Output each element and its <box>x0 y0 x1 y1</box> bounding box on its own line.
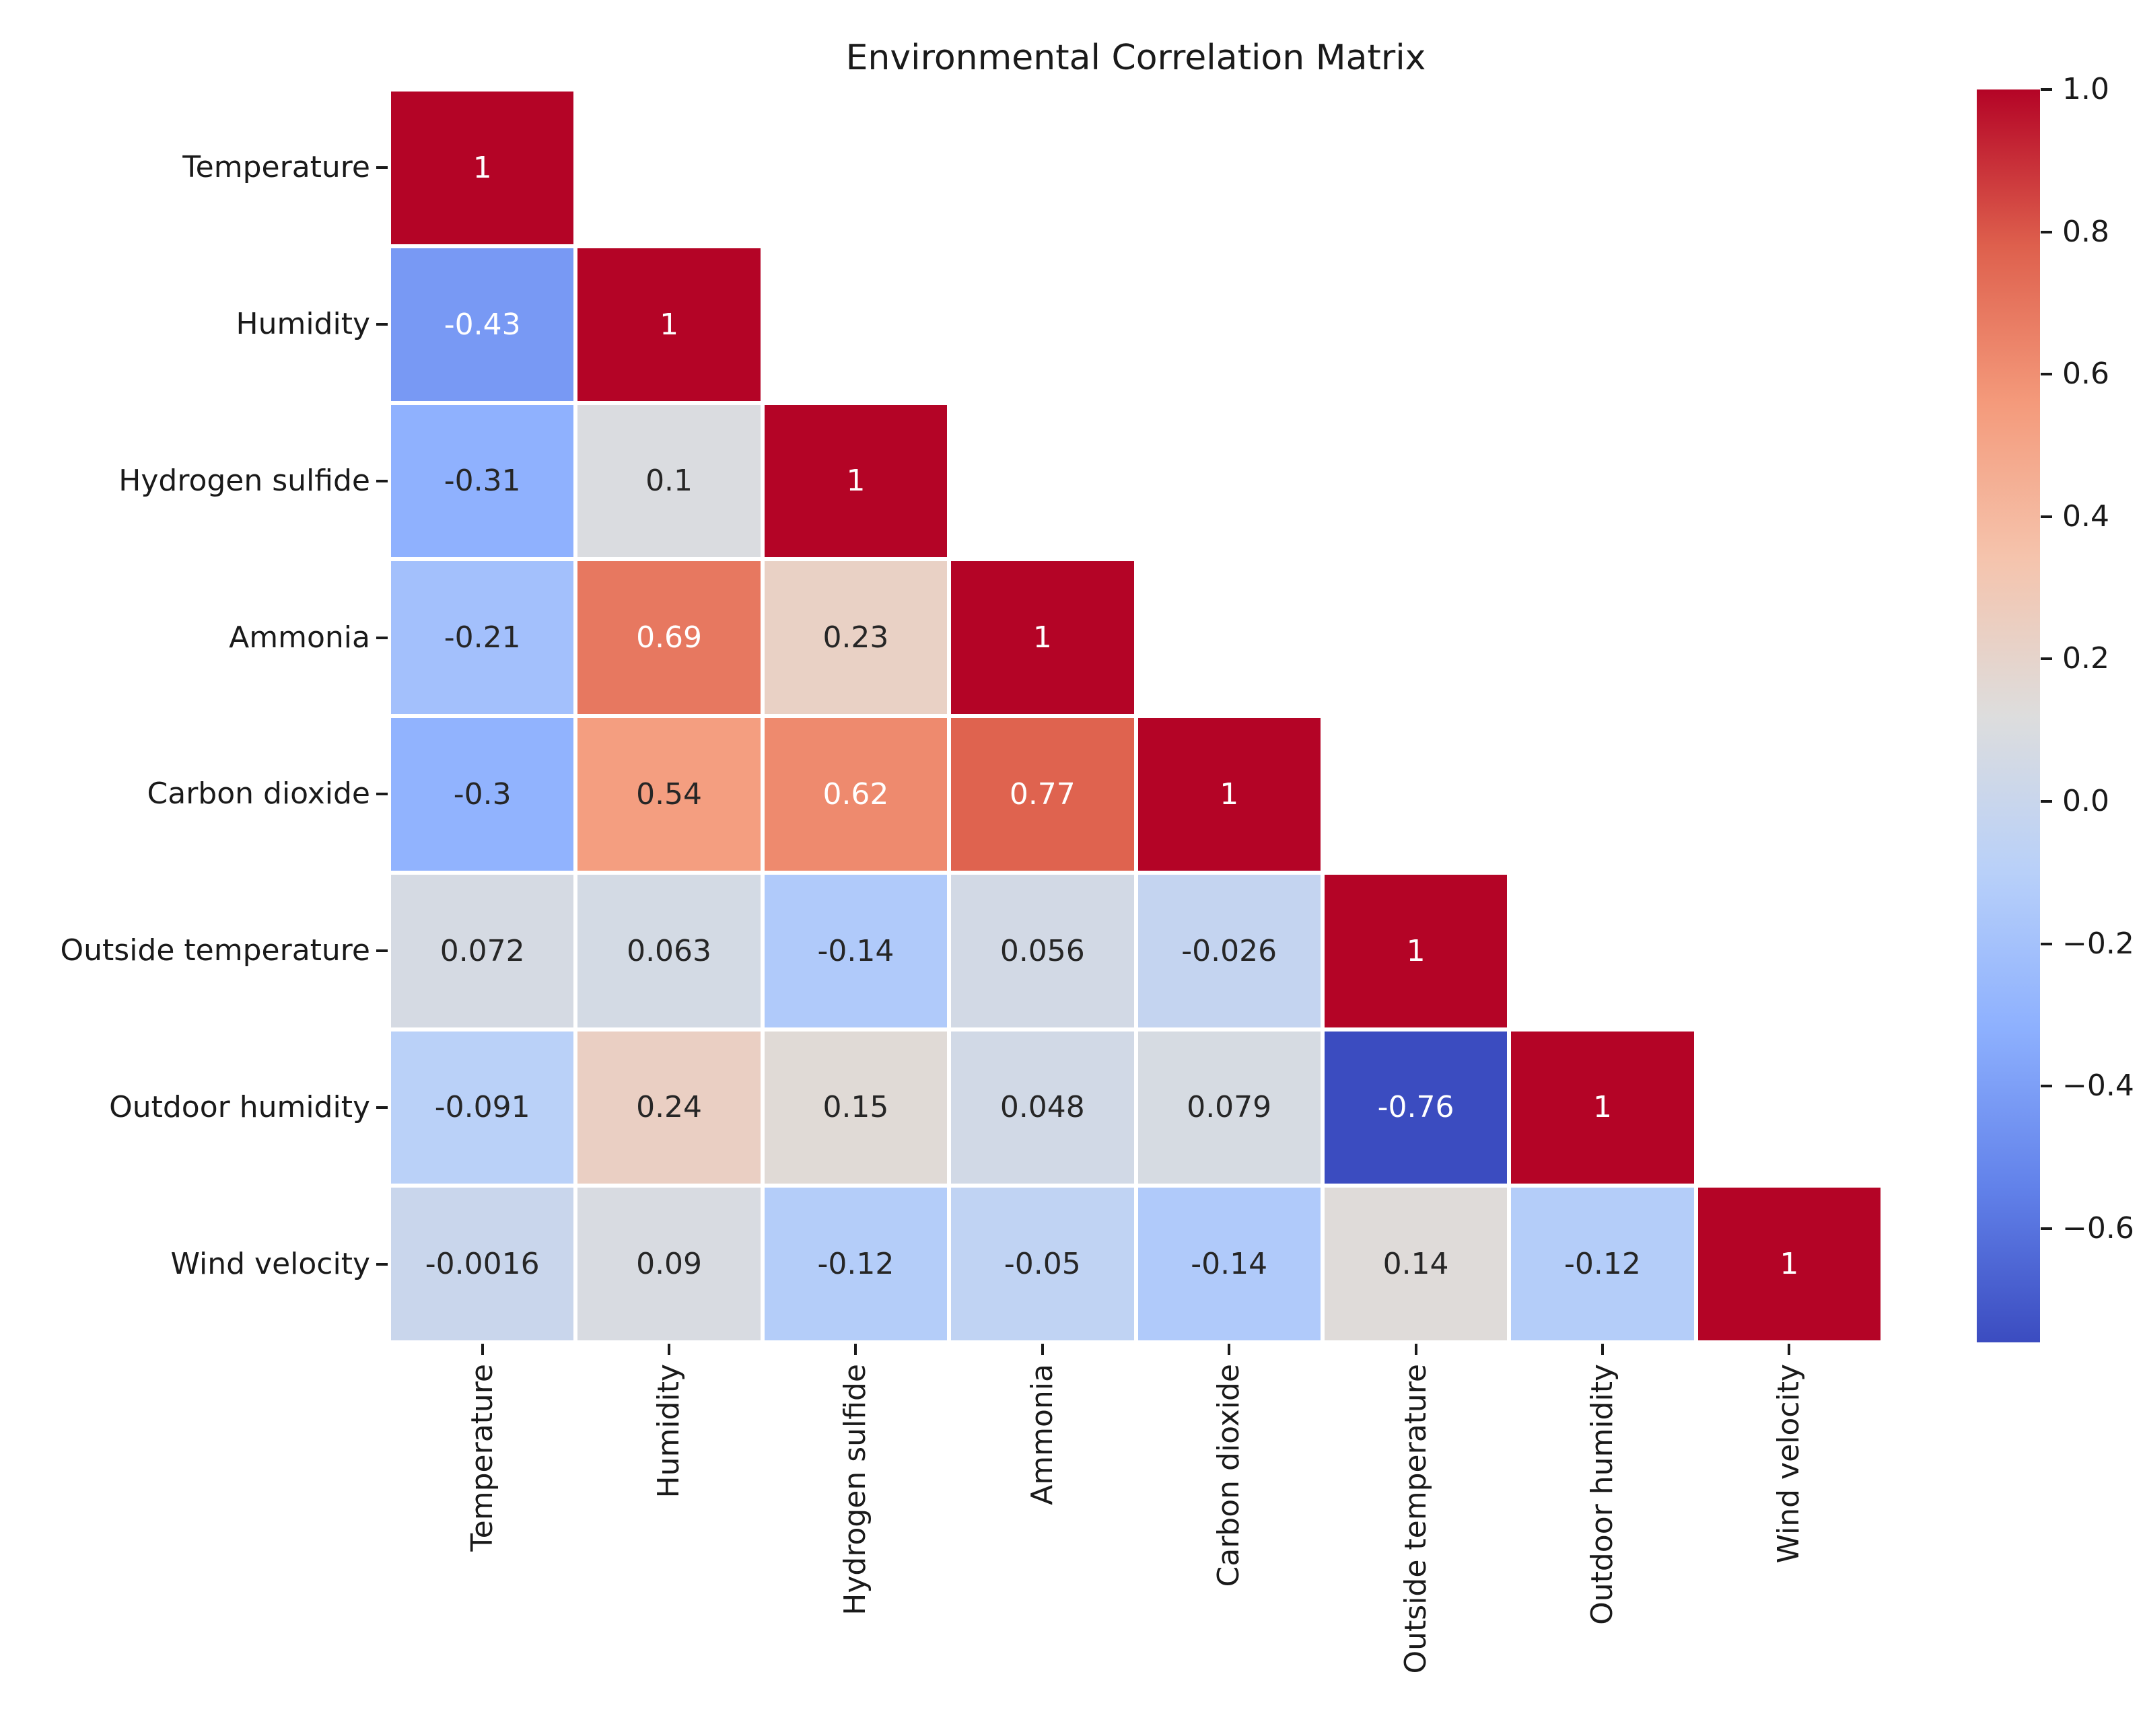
x-tick-label: Humidity <box>652 1364 687 1498</box>
x-tick-mark <box>1788 1344 1791 1355</box>
heatmap-cell: 0.69 <box>577 561 761 714</box>
y-tick-mark <box>376 479 388 482</box>
heatmap-cell: 0.063 <box>577 874 761 1027</box>
heatmap-cell: 1 <box>1137 718 1321 871</box>
heatmap-cell: 1 <box>951 561 1134 714</box>
heatmap-cell: -0.026 <box>1137 874 1321 1027</box>
y-tick-mark <box>376 323 388 326</box>
x-tick-label: Temperature <box>464 1364 499 1552</box>
x-tick-mark <box>1228 1344 1231 1355</box>
heatmap-cell: 0.24 <box>577 1031 761 1184</box>
heatmap-cell: -0.76 <box>1324 1031 1508 1184</box>
x-tick-mark <box>1041 1344 1044 1355</box>
y-tick-mark <box>376 166 388 170</box>
y-tick-mark <box>376 949 388 953</box>
heatmap-cell: 0.079 <box>1137 1031 1321 1184</box>
heatmap-cell: 0.14 <box>1324 1188 1508 1340</box>
x-tick-mark <box>668 1344 671 1355</box>
colorbar-tick-label: 0.6 <box>2062 357 2109 392</box>
x-tick-mark <box>854 1344 857 1355</box>
y-tick-mark <box>376 1262 388 1266</box>
y-tick-label: Outdoor humidity <box>109 1089 370 1124</box>
heatmap-cell: -0.12 <box>764 1188 948 1340</box>
colorbar-tick-mark <box>2041 942 2052 945</box>
colorbar-tick-label: −0.4 <box>2062 1069 2134 1104</box>
colorbar-gradient <box>1977 89 2040 1342</box>
heatmap-cell: -0.14 <box>1137 1188 1321 1340</box>
heatmap-cell: 0.072 <box>391 874 574 1027</box>
x-tick-label: Hydrogen sulfide <box>838 1364 873 1616</box>
x-tick-label: Outside temperature <box>1398 1364 1433 1674</box>
colorbar-tick-label: 0.2 <box>2062 641 2109 676</box>
heatmap-cell: 0.23 <box>764 561 948 714</box>
colorbar-tick-label: 0.8 <box>2062 214 2109 249</box>
colorbar-tick-mark <box>2041 88 2052 91</box>
x-tick-label: Carbon dioxide <box>1211 1364 1246 1587</box>
heatmap-cell: -0.3 <box>391 718 574 871</box>
heatmap-cell: 0.1 <box>577 404 761 558</box>
heatmap-cell: 1 <box>764 404 948 558</box>
heatmap-cell: 0.048 <box>951 1031 1134 1184</box>
heatmap-cell: -0.05 <box>951 1188 1134 1340</box>
heatmap-cell: 0.77 <box>951 718 1134 871</box>
chart-title: Environmental Correlation Matrix <box>845 38 1426 78</box>
colorbar-tick-label: −0.6 <box>2062 1210 2134 1245</box>
y-tick-mark <box>376 1106 388 1109</box>
colorbar-tick-mark <box>2041 1227 2052 1230</box>
heatmap-cell: 1 <box>391 92 574 244</box>
y-tick-label: Temperature <box>182 150 370 185</box>
colorbar-tick-mark <box>2041 230 2052 233</box>
x-tick-label: Outdoor humidity <box>1584 1364 1619 1625</box>
heatmap-cell: -0.0016 <box>391 1188 574 1340</box>
y-tick-mark <box>376 636 388 639</box>
heatmap-cell: 1 <box>1511 1031 1694 1184</box>
heatmap-cell: 1 <box>577 248 761 401</box>
x-tick-label: Ammonia <box>1024 1364 1059 1505</box>
heatmap-cell: 0.09 <box>577 1188 761 1340</box>
x-tick-label: Wind velocity <box>1771 1364 1806 1564</box>
colorbar-tick-mark <box>2041 515 2052 518</box>
colorbar-tick-label: 0.0 <box>2062 783 2109 818</box>
colorbar-tick-mark <box>2041 373 2052 376</box>
heatmap-cell: -0.091 <box>391 1031 574 1184</box>
y-tick-label: Hydrogen sulfide <box>118 463 370 498</box>
heatmap-cell: 0.62 <box>764 718 948 871</box>
x-tick-mark <box>1601 1344 1604 1355</box>
heatmap-cell: -0.21 <box>391 561 574 714</box>
heatmap-cell: 1 <box>1697 1188 1881 1340</box>
x-tick-mark <box>481 1344 484 1355</box>
heatmap-cell: 0.056 <box>951 874 1134 1027</box>
y-tick-label: Carbon dioxide <box>147 776 370 811</box>
colorbar-tick-label: −0.2 <box>2062 926 2134 961</box>
heatmap-cell: -0.14 <box>764 874 948 1027</box>
y-tick-label: Ammonia <box>229 620 370 655</box>
y-tick-label: Humidity <box>236 307 370 342</box>
heatmap-cell: -0.43 <box>391 248 574 401</box>
y-tick-mark <box>376 793 388 796</box>
x-tick-mark <box>1414 1344 1417 1355</box>
colorbar-tick-mark <box>2041 1085 2052 1088</box>
colorbar-tick-label: 0.4 <box>2062 499 2109 534</box>
heatmap-cell: 0.54 <box>577 718 761 871</box>
colorbar-tick-mark <box>2041 657 2052 661</box>
y-tick-label: Wind velocity <box>170 1246 370 1281</box>
heatmap-cell: 0.15 <box>764 1031 948 1184</box>
colorbar-tick-label: 1.0 <box>2062 72 2109 106</box>
colorbar-tick-mark <box>2041 799 2052 803</box>
heatmap-cell: 1 <box>1324 874 1508 1027</box>
heatmap-cell: -0.12 <box>1511 1188 1694 1340</box>
y-tick-label: Outside temperature <box>60 933 370 968</box>
heatmap-cell: -0.31 <box>391 404 574 558</box>
